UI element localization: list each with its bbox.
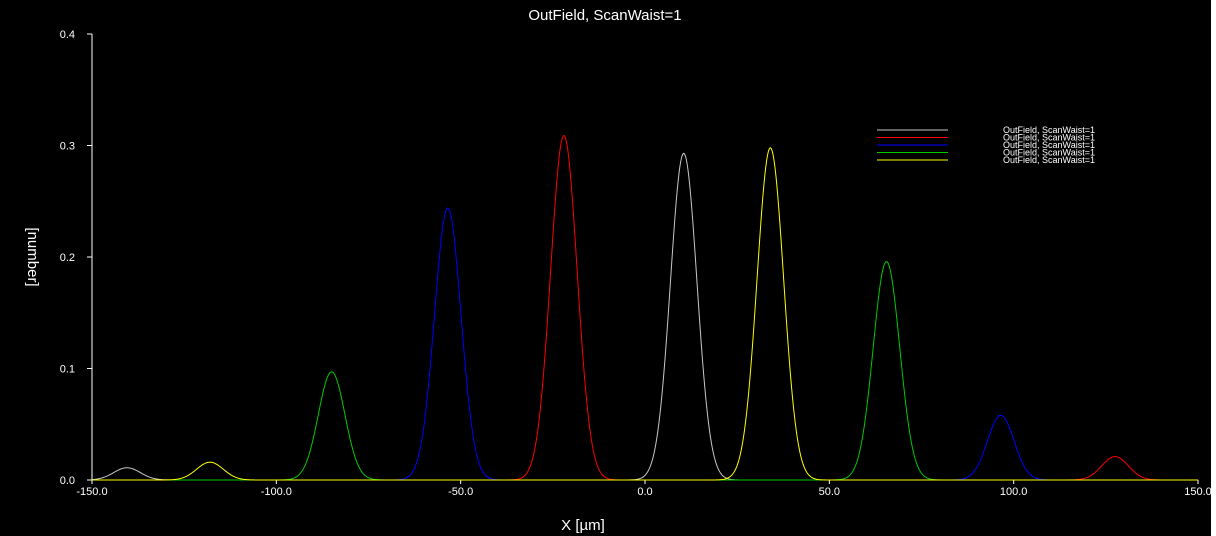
axes <box>91 34 1198 481</box>
y-tick-label: 0.1 <box>60 364 75 376</box>
y-tick-label: 0.4 <box>60 29 75 41</box>
y-ticks: 0.0 0.1 0.2 0.3 0.4 <box>60 29 92 487</box>
series-line-1 <box>91 152 1198 481</box>
chart-title: OutField, ScanWaist=1 <box>528 7 681 24</box>
legend-label-4: OutField, ScanWaist=1 <box>1003 148 1095 158</box>
x-axis-label: X [µm] <box>561 517 605 534</box>
x-tick-label: -100.0 <box>261 486 292 498</box>
x-tick-label: -150.0 <box>76 486 107 498</box>
y-tick-label: 0.3 <box>60 141 75 153</box>
x-tick-label: -50.0 <box>448 486 473 498</box>
legend-label-5: OutField, ScanWaist=1 <box>1003 155 1095 165</box>
legend-label-3: OutField, ScanWaist=1 <box>1003 140 1095 150</box>
y-axis-label: [number] <box>24 227 41 286</box>
series-line-3 <box>92 207 1198 481</box>
x-tick-label: 0.0 <box>637 486 652 498</box>
x-tick-label: 100.0 <box>1000 486 1028 498</box>
y-tick-label: 0.2 <box>60 252 75 264</box>
legend-label-1: OutField, ScanWaist=1 <box>1003 125 1095 135</box>
x-tick-label: 50.0 <box>819 486 840 498</box>
series-lines <box>91 134 1198 481</box>
series-line-4 <box>92 260 1198 481</box>
legend-label-2: OutField, ScanWaist=1 <box>1003 133 1095 143</box>
series-line-5 <box>92 147 1198 481</box>
x-ticks: -150.0 -100.0 -50.0 0.0 50.0 100.0 150.0 <box>76 480 1211 498</box>
x-tick-label: 150.0 <box>1184 486 1211 498</box>
y-tick-label: 0.0 <box>60 475 75 487</box>
series-line-2 <box>92 134 1198 481</box>
